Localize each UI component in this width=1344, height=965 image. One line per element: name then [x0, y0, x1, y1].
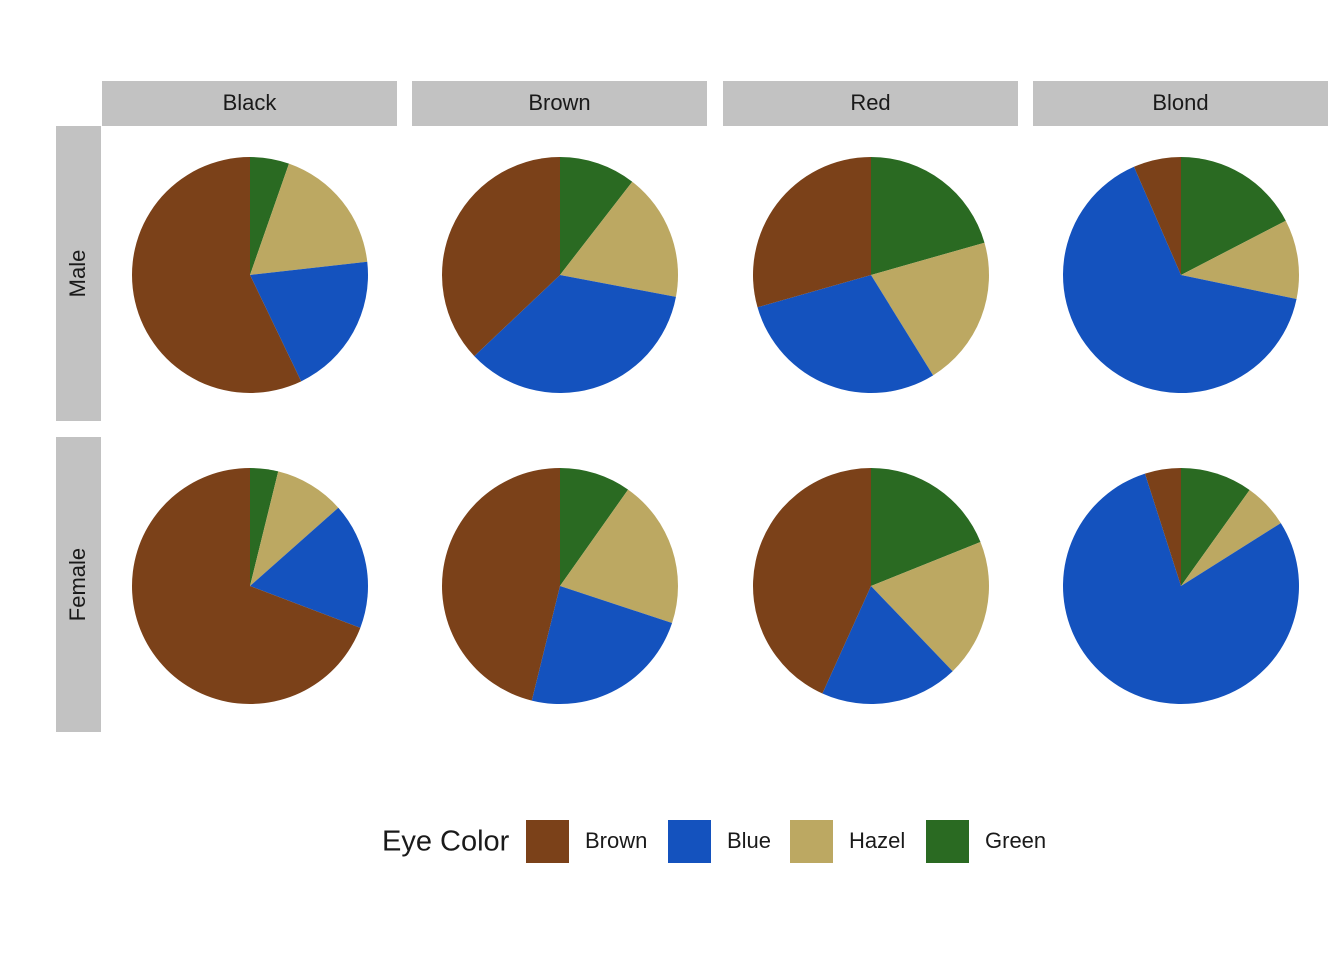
- legend-key: [526, 820, 569, 863]
- column-strip: [723, 81, 1018, 126]
- pie-slice: [871, 542, 990, 672]
- pie-slice: [752, 468, 871, 694]
- column-strip: [412, 81, 707, 126]
- pie-slice: [560, 157, 633, 275]
- pie-slice: [1181, 490, 1281, 586]
- pie-slice: [1133, 157, 1181, 275]
- pie-slice: [132, 157, 302, 393]
- pie-slice: [531, 586, 673, 704]
- column-strip: [102, 81, 397, 126]
- pie-slice: [250, 163, 368, 275]
- pie-slice: [442, 468, 560, 701]
- pie-slice: [474, 275, 676, 393]
- pie-slice: [131, 468, 361, 704]
- legend-label: Hazel: [849, 828, 905, 853]
- pie-slice: [250, 507, 368, 628]
- row-strip-label: Male: [65, 250, 90, 298]
- pie-slice: [441, 157, 560, 357]
- legend-label: Brown: [585, 828, 647, 853]
- column-strip-label: Black: [223, 90, 278, 115]
- legend-key: [668, 820, 711, 863]
- pie-slice: [1181, 220, 1299, 300]
- pie-slice: [1063, 166, 1297, 393]
- legend-label: Blue: [727, 828, 771, 853]
- pie-slice: [1063, 473, 1299, 704]
- pie-slice: [753, 157, 871, 308]
- pie-slice: [822, 586, 953, 705]
- pie-slice: [560, 468, 629, 586]
- pie-slice: [1181, 157, 1286, 275]
- pie-slice: [1144, 468, 1181, 586]
- row-strip-label: Female: [65, 548, 90, 621]
- column-strip-label: Red: [850, 90, 890, 115]
- pie-slice: [560, 181, 678, 297]
- pie-slice: [250, 468, 279, 586]
- legend-title: Eye Color: [382, 826, 510, 858]
- row-strip: [56, 126, 101, 421]
- legend-label: Green: [985, 828, 1046, 853]
- pie-slice: [757, 275, 934, 393]
- legend-key: [790, 820, 833, 863]
- column-strip-label: Blond: [1152, 90, 1208, 115]
- row-strip: [56, 437, 101, 732]
- legend-key: [926, 820, 969, 863]
- pie-slice: [560, 489, 678, 623]
- pie-slice: [871, 157, 985, 275]
- pie-slice: [871, 468, 981, 586]
- column-strip: [1033, 81, 1328, 126]
- column-strip-label: Brown: [528, 90, 590, 115]
- pie-slice: [250, 261, 368, 382]
- pie-slice: [871, 242, 989, 376]
- pie-slice: [250, 471, 339, 586]
- pie-slice: [250, 157, 289, 275]
- pie-slice: [1181, 468, 1250, 586]
